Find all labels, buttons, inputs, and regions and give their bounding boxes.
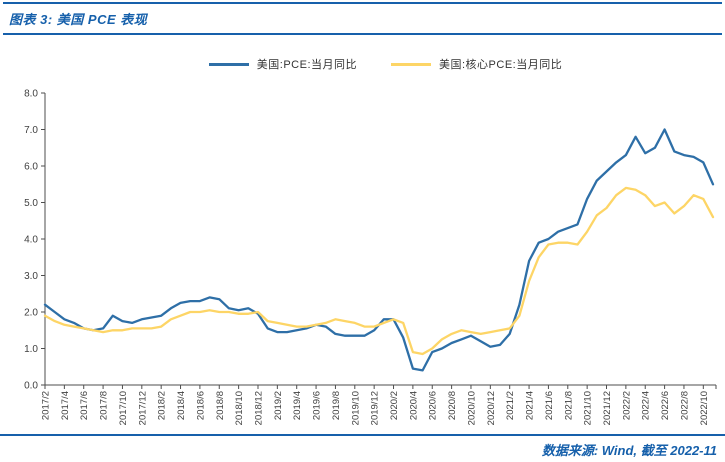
- x-tick-label: 2018/10: [234, 391, 245, 425]
- x-tick-label: 2018/6: [195, 391, 206, 420]
- x-tick-label: 2017/6: [79, 391, 90, 420]
- x-tick-label: 2022/4: [641, 391, 652, 420]
- core-pce-line-swatch-icon: [391, 62, 431, 66]
- core-pce-line: [43, 186, 715, 356]
- x-tick-label: 2022/2: [621, 391, 632, 420]
- x-tick-label: 2019/12: [370, 391, 381, 425]
- source-footer-bar: 数据来源: Wind, 截至 2022-11: [0, 434, 725, 462]
- x-tick-label: 2018/8: [215, 391, 226, 420]
- x-tick-label: 2020/10: [466, 391, 477, 425]
- pce-line-swatch-icon: [208, 62, 249, 66]
- y-tick-label: 2.0: [24, 308, 38, 319]
- x-tick-label: 2021/10: [583, 391, 594, 425]
- x-tick-label: 2020/8: [447, 391, 458, 420]
- legend-item-core-pce: 美国:核心PCE:当月同比: [391, 56, 562, 72]
- x-tick-label: 2021/6: [544, 391, 555, 420]
- y-tick-label: 7.0: [24, 125, 38, 136]
- figure-title-bar: 图表 3: 美国 PCE 表现: [3, 2, 722, 35]
- x-tick-label: 2021/4: [525, 391, 536, 420]
- pce-chart-area: 0.0 1.0 2.0 3.0 4.0 5.0 6.0 7.0 8.0 2017/2 2017/4 2…: [0, 80, 725, 432]
- data-source-text: 数据来源: Wind, 截至 2022-11: [541, 442, 717, 458]
- x-tick-label: 2017/4: [60, 391, 71, 420]
- x-tick-label: 2017/12: [137, 391, 148, 425]
- x-tick-label: 2022/8: [679, 391, 690, 420]
- x-tick-label: 2020/12: [486, 391, 497, 425]
- x-tick-label: 2017/10: [118, 391, 129, 425]
- x-tick-label: 2020/6: [428, 391, 439, 420]
- y-tick-label: 6.0: [24, 162, 38, 173]
- x-tick-label: 2021/8: [563, 391, 574, 420]
- figure-title: 图表 3: 美国 PCE 表现: [9, 12, 148, 27]
- pce-line-chart: 0.0 1.0 2.0 3.0 4.0 5.0 6.0 7.0 8.0 2017/2 2017/4 2…: [24, 89, 717, 425]
- x-tick-label: 2019/2: [273, 391, 284, 420]
- y-tick-label: 1.0: [24, 344, 38, 355]
- x-tick-label: 2018/12: [253, 391, 264, 425]
- y-tick-label: 3.0: [24, 271, 38, 282]
- x-tick-label: 2018/4: [176, 391, 187, 420]
- legend-item-pce: 美国:PCE:当月同比: [208, 56, 357, 72]
- y-tick-label: 8.0: [24, 89, 38, 100]
- x-tick-label: 2018/2: [157, 391, 168, 420]
- x-tick-label: 2017/2: [41, 391, 52, 420]
- legend-label-core-pce: 美国:核心PCE:当月同比: [439, 59, 563, 71]
- x-tick-label: 2019/8: [331, 391, 342, 420]
- x-tick-label: 2019/4: [292, 391, 303, 420]
- x-tick-label: 2019/10: [350, 391, 361, 425]
- pce-line: [43, 128, 715, 372]
- x-tick-label: 2020/2: [389, 391, 400, 420]
- y-tick-label: 4.0: [24, 235, 38, 246]
- x-tick-label: 2022/6: [660, 391, 671, 420]
- x-tick-label: 2020/4: [408, 391, 419, 420]
- x-tick-label: 2019/6: [312, 391, 323, 420]
- x-tick-label: 2022/10: [699, 391, 710, 425]
- y-tick-label: 0.0: [24, 381, 38, 392]
- x-tick-label: 2021/2: [505, 391, 516, 420]
- x-tick-label: 2017/8: [99, 391, 110, 420]
- legend-label-pce: 美国:PCE:当月同比: [256, 59, 357, 71]
- chart-legend: 美国:PCE:当月同比 美国:核心PCE:当月同比: [0, 56, 725, 72]
- y-tick-label: 5.0: [24, 198, 38, 209]
- x-tick-label: 2021/12: [602, 391, 613, 425]
